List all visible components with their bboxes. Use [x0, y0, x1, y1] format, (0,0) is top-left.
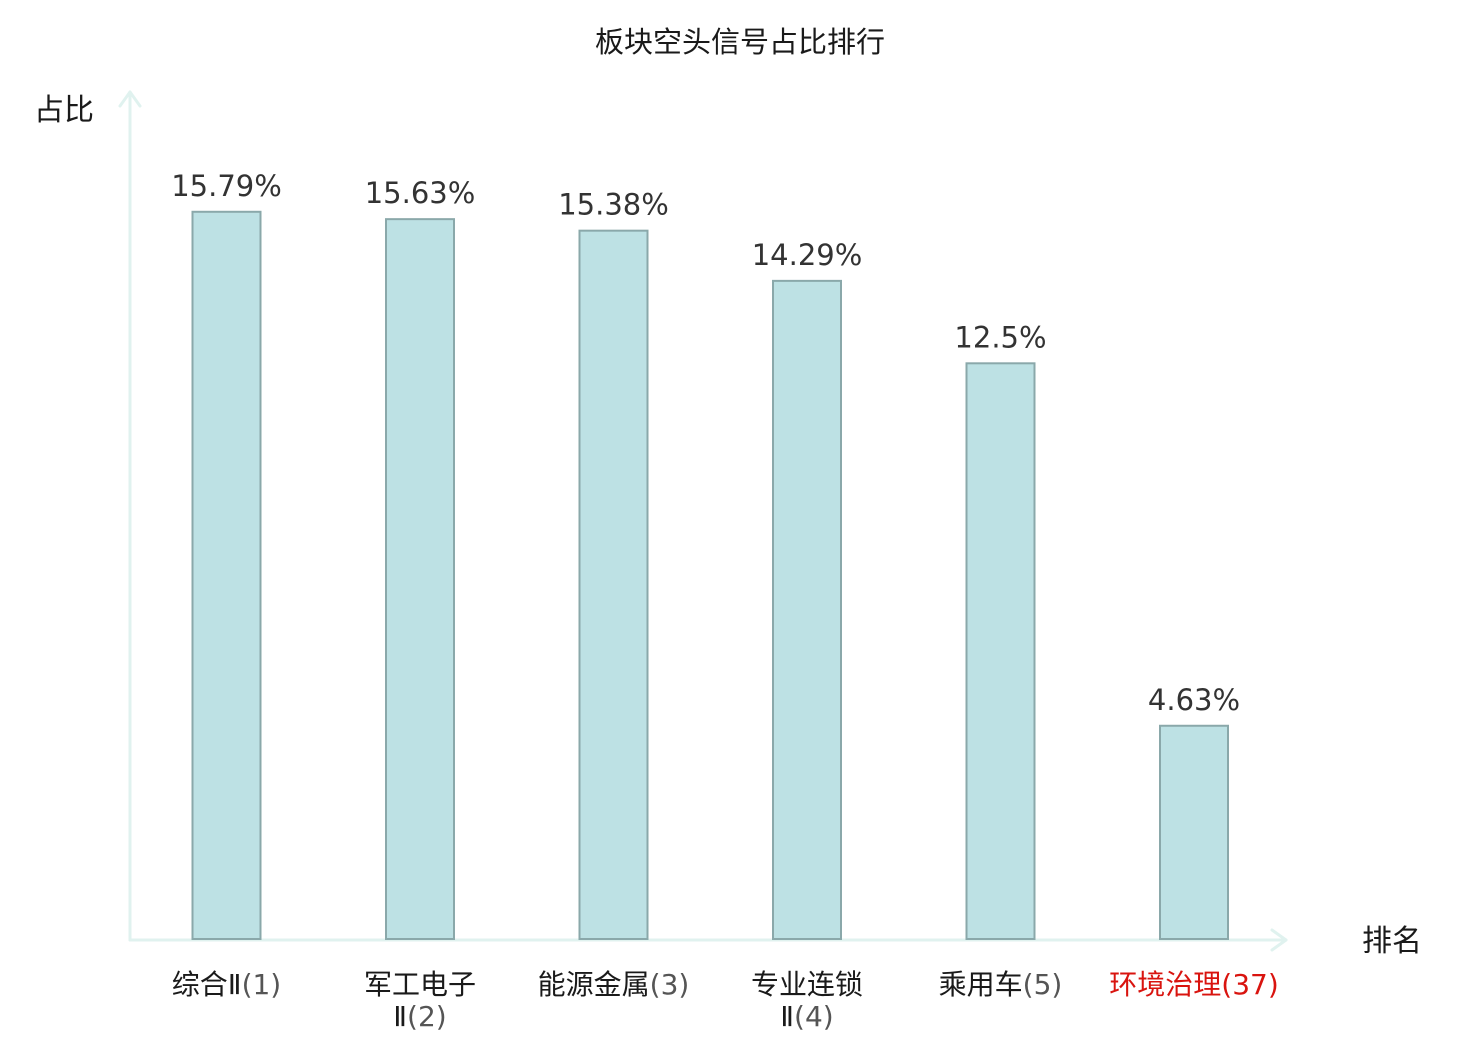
value-label: 15.79%: [171, 169, 282, 203]
category-label: 专业连锁 Ⅱ(4): [751, 968, 863, 1033]
bar: [965, 362, 1036, 940]
category-label: 军工电子 Ⅱ(2): [364, 968, 476, 1033]
bar: [772, 279, 842, 941]
y-axis-title: 占比: [34, 93, 94, 128]
value-label: 14.29%: [752, 238, 863, 272]
bars: [191, 210, 1229, 941]
category-label: 综合Ⅱ(1): [172, 968, 281, 1001]
value-label: 15.38%: [558, 188, 669, 222]
bar: [385, 218, 455, 940]
chart-title: 板块空头信号占比排行: [595, 25, 885, 59]
x-axis-title: 排名: [1362, 924, 1422, 959]
y-axis-arrow: [118, 90, 142, 108]
category-label: 环境治理(37): [1109, 968, 1279, 1001]
value-label: 4.63%: [1148, 683, 1240, 717]
bar: [578, 229, 649, 941]
axes: [118, 90, 1288, 952]
value-label: 12.5%: [954, 320, 1046, 354]
category-labels: 综合Ⅱ(1) 军工电子 Ⅱ(2) 能源金属(3) 专业连锁 Ⅱ(4) 乘用车(5) 环境治理(…: [172, 968, 1279, 1033]
value-label: 15.63%: [365, 176, 476, 210]
x-axis-arrow: [1270, 928, 1288, 952]
bar: [1159, 724, 1229, 940]
category-label: 乘用车(5): [939, 968, 1063, 1001]
value-labels: 15.79% 15.63% 15.38% 14.29% 12.5% 4.63%: [171, 169, 1240, 717]
bar: [191, 210, 262, 940]
category-label: 能源金属(3): [538, 968, 690, 1001]
